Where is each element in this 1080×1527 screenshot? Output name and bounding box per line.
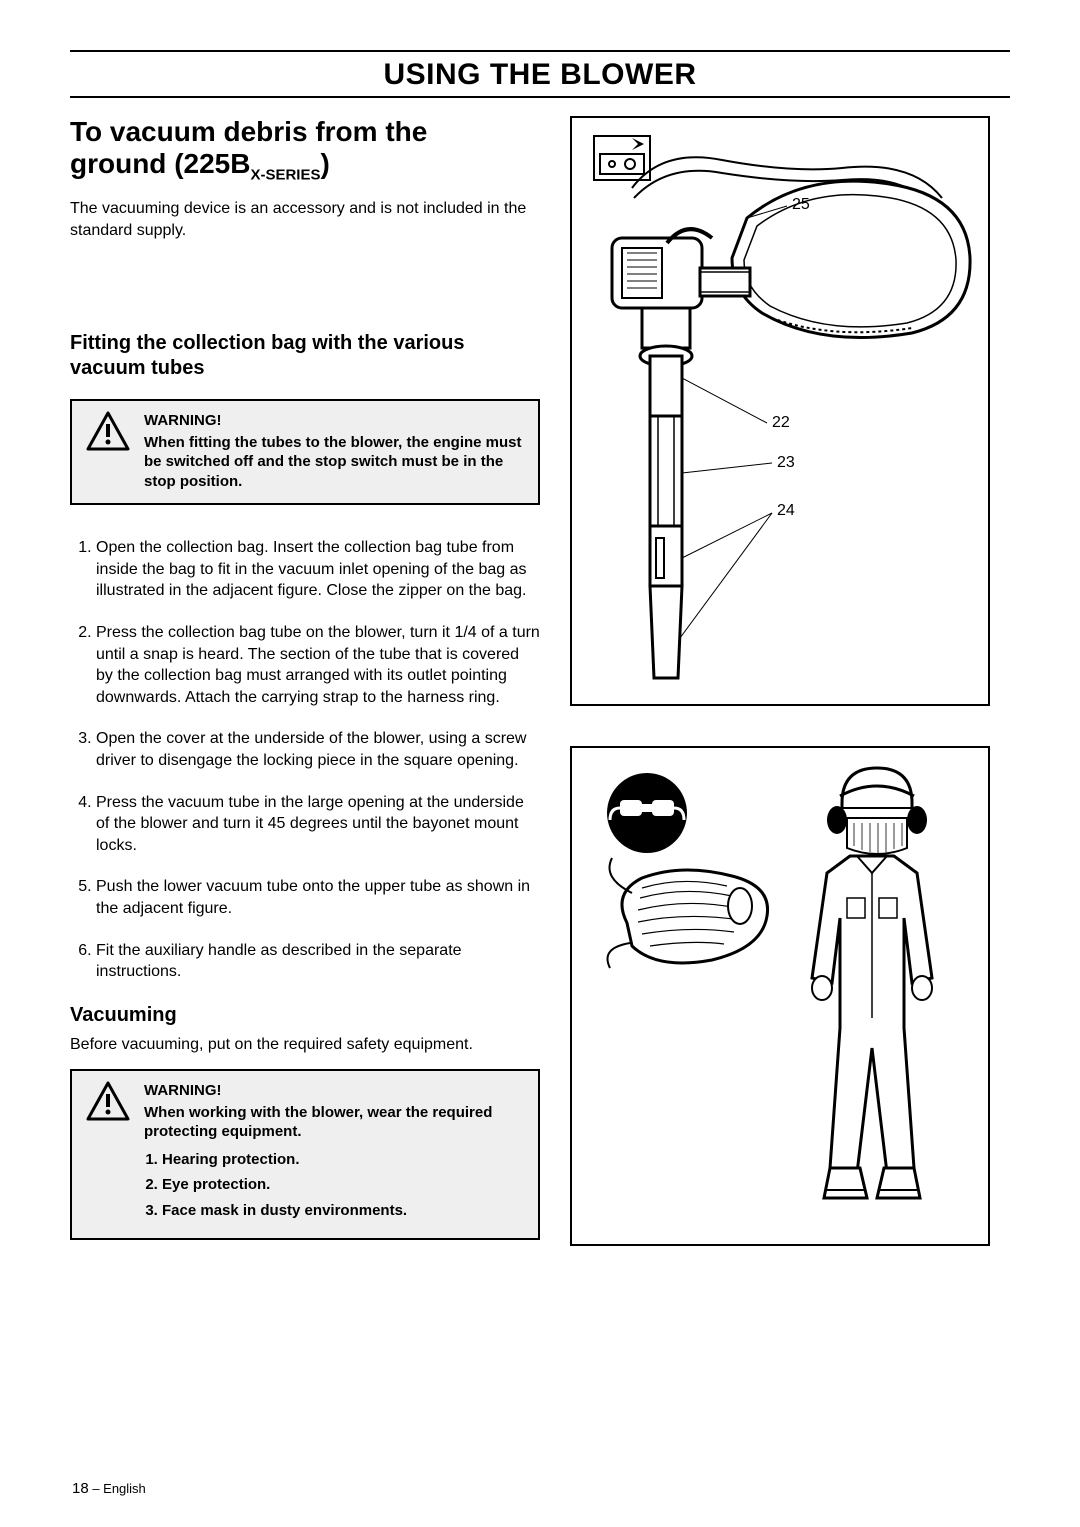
- step-2: Press the collection bag tube on the blo…: [96, 622, 540, 708]
- warning-title-1: WARNING!: [144, 411, 524, 431]
- page-number: 18: [72, 1480, 89, 1497]
- figure-2-illustration: [572, 748, 990, 1246]
- step-3: Open the cover at the underside of the b…: [96, 728, 540, 771]
- warning-icon: [86, 411, 130, 456]
- page-footer: 18 – English: [72, 1480, 146, 1497]
- warning-body-1: When fitting the tubes to the blower, th…: [144, 433, 524, 492]
- warning-item-1: Hearing protection.: [162, 1150, 524, 1170]
- right-column: 25 22 23 24: [570, 116, 1010, 1246]
- vacuuming-heading: Vacuuming: [70, 1003, 540, 1028]
- warning-text-1: WARNING! When fitting the tubes to the b…: [144, 411, 524, 491]
- left-column: To vacuum debris from the ground (225BX-…: [70, 116, 540, 1246]
- footer-lang: – English: [92, 1481, 145, 1496]
- step-6: Fit the auxiliary handle as described in…: [96, 940, 540, 983]
- step-4: Press the vacuum tube in the large openi…: [96, 792, 540, 857]
- intro-paragraph: The vacuuming device is an accessory and…: [70, 198, 540, 241]
- warning-body-2: When working with the blower, wear the r…: [144, 1103, 524, 1142]
- callout-22: 22: [772, 414, 790, 432]
- warning-text-2: WARNING! When working with the blower, w…: [144, 1081, 524, 1226]
- step-1: Open the collection bag. Insert the coll…: [96, 537, 540, 602]
- heading-sub: X-SERIES: [250, 167, 320, 184]
- warning-item-3: Face mask in dusty environments.: [162, 1201, 524, 1221]
- two-column-layout: To vacuum debris from the ground (225BX-…: [70, 116, 1010, 1246]
- heading-line2b: ): [321, 148, 330, 179]
- steps-list: Open the collection bag. Insert the coll…: [70, 537, 540, 983]
- callout-24: 24: [777, 502, 795, 520]
- callout-23: 23: [777, 454, 795, 472]
- warning-box-1: WARNING! When fitting the tubes to the b…: [70, 399, 540, 505]
- figure-1-illustration: [572, 118, 992, 708]
- heading-line1: To vacuum debris from the: [70, 116, 427, 147]
- warning-box-2: WARNING! When working with the blower, w…: [70, 1069, 540, 1240]
- heading-line2a: ground (225B: [70, 148, 250, 179]
- vacuuming-intro: Before vacuuming, put on the required sa…: [70, 1034, 540, 1056]
- figure-1-box: 25 22 23 24: [570, 116, 990, 706]
- figure-2-box: [570, 746, 990, 1246]
- warning-icon: [86, 1081, 130, 1126]
- warning-list: Hearing protection. Eye protection. Face…: [144, 1150, 524, 1221]
- callout-25: 25: [792, 196, 810, 214]
- section-heading: To vacuum debris from the ground (225BX-…: [70, 116, 540, 184]
- warning-title-2: WARNING!: [144, 1081, 524, 1101]
- fitting-heading: Fitting the collection bag with the vari…: [70, 331, 540, 381]
- warning-item-2: Eye protection.: [162, 1175, 524, 1195]
- step-5: Push the lower vacuum tube onto the uppe…: [96, 876, 540, 919]
- page-title: USING THE BLOWER: [70, 52, 1010, 98]
